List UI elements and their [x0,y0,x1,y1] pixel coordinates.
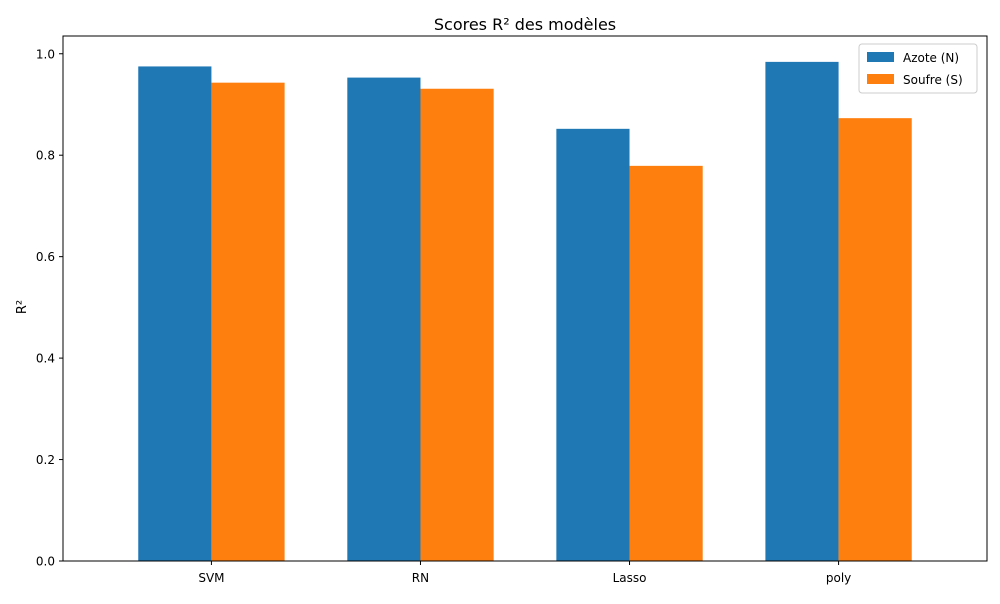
bar-poly-1 [765,61,839,562]
bar-lasso-1 [556,128,630,561]
y-tick-label: 0.4 [36,352,55,366]
y-tick-label: 0.0 [36,555,55,569]
bar-lasso-2 [629,165,703,562]
legend: Azote (N) Soufre (S) [858,43,978,94]
legend-swatch [867,74,894,84]
bar-svm-2 [211,82,285,562]
x-tick-label: poly [826,571,851,585]
legend-label: Azote (N) [903,51,959,65]
x-tick-label: Lasso [613,571,647,585]
bar-rn-1 [347,77,421,561]
y-tick-label: 0.6 [36,250,55,264]
legend-swatch [867,52,894,62]
x-tick-label: RN [412,571,429,585]
bar-rn-2 [420,88,494,561]
y-axis-label: R² [15,300,30,314]
bar-svm-1 [138,66,212,562]
bar-poly-2 [838,118,912,562]
bars-layer [138,61,912,562]
x-tick-label: SVM [198,571,224,585]
y-tick-label: 0.8 [36,149,55,163]
axes-layer: 0.0 0.2 0.4 0.6 0.8 1.0 SVM RN Lasso poly [36,35,988,585]
y-tick-label: 1.0 [36,47,55,61]
y-tick-label: 0.2 [36,453,55,467]
chart-title: Scores R² des modèles [434,15,616,34]
plot-frame [62,35,988,562]
legend-label: Soufre (S) [903,73,963,87]
